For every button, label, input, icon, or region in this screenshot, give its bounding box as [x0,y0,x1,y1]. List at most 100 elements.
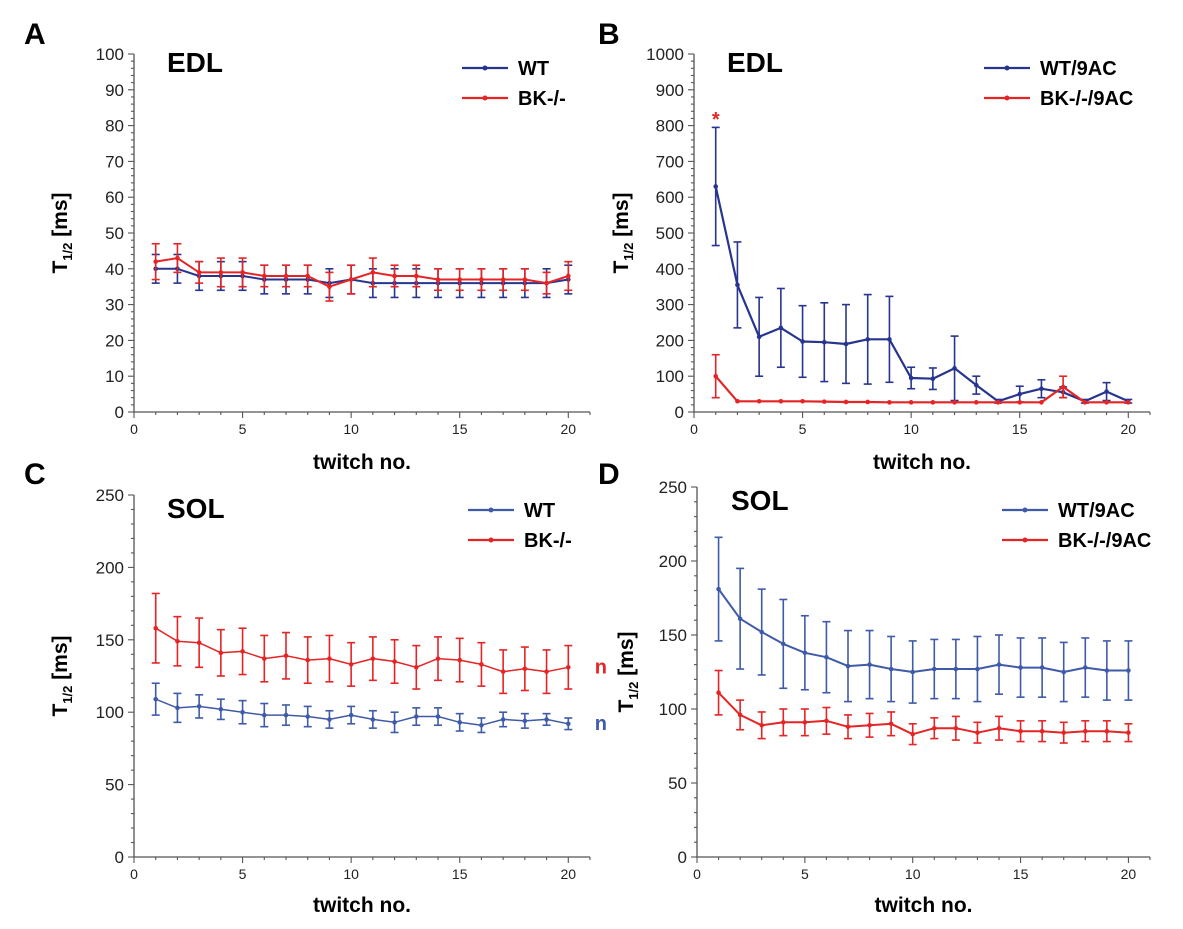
data-point [370,656,376,661]
chart-title-a: EDL [167,47,223,78]
data-point [457,277,463,282]
y-tick-label-a: 80 [105,117,124,136]
data-point [735,282,740,288]
data-point [1017,391,1023,397]
data-point [778,325,784,331]
x-tick-label-c: 15 [452,866,468,882]
data-point [756,398,762,404]
chart-panel-c: C SOL 0 50 100 150 200 250 0 5 10 15 20 twitch no. T1/… [24,458,607,917]
x-axis-title-a: twitch no. [313,451,411,474]
series-c-0 [151,682,573,734]
series-line [717,692,1129,736]
data-point [348,712,354,718]
panel-label-c: C [24,458,46,491]
y-tick-label-a: 0 [115,403,124,422]
data-point [175,255,180,261]
data-point [479,277,484,282]
y-tick-label-b: 400 [656,260,684,279]
data-point [931,666,937,672]
data-point [996,725,1002,731]
data-point [1061,730,1067,735]
data-point [1039,400,1044,405]
y-tick-label-d: 0 [678,848,687,867]
data-point [843,341,849,347]
data-point [1060,384,1066,390]
series-line [155,627,569,673]
y-axis-title-unit-c: [ms] [49,635,72,685]
chart-title-d: SOL [731,485,789,516]
y-tick-label-b: 300 [656,296,684,315]
data-point [780,641,786,647]
legend-d: WT/9AC BK-/-/9AC [1002,500,1151,552]
x-tick-label-c: 5 [239,866,247,882]
data-point [867,722,872,728]
data-point [544,717,549,722]
y-axis-title-main-d: T [615,700,638,713]
x-tick-label-b: 0 [690,421,698,437]
data-point [1039,386,1044,392]
data-point [908,375,914,381]
data-point [713,373,719,379]
data-point [435,277,441,282]
x-axis-title-d: twitch no. [875,894,973,917]
data-point [931,725,937,731]
y-tick-label-a: 30 [105,296,124,315]
data-point [196,640,202,645]
y-axis-title-sub-a: 1/2 [60,243,75,261]
data-point [327,717,332,722]
legend-marker [1004,65,1010,71]
y-tick-label-b: 100 [656,367,684,386]
data-point [218,707,224,712]
y-tick-label-b: 0 [675,403,684,422]
x-tick-label-d: 0 [693,866,701,882]
legend-label: WT/9AC [1058,500,1135,522]
legend-label: BK-/- [524,530,572,552]
data-point [1017,400,1023,405]
data-point [759,722,765,728]
series-line [155,257,569,288]
data-point [930,400,936,405]
chart-title-b: EDL [727,47,783,78]
legend-a: WT BK-/- [462,58,566,110]
data-point [778,398,784,404]
y-axis-title-main-c: T [49,704,72,717]
data-point [370,717,376,722]
y-tick-label-d: 50 [668,774,687,793]
data-point [865,399,871,405]
data-point [930,376,936,382]
x-tick-label-a: 10 [343,421,359,437]
y-axis-title-b: T1/2 [ms] [610,192,636,273]
x-tick-label-d: 20 [1121,866,1137,882]
x-tick-label-a: 0 [130,421,138,437]
data-point [392,659,397,664]
y-axis-title-d: T1/2 [ms] [615,631,641,712]
y-axis-title-main-a: T [49,261,72,274]
y-axis-title-unit-b: [ms] [610,192,633,242]
data-point [1018,728,1023,734]
legend-marker [488,537,494,543]
chart-panel-b: B EDL 0 100 200 300 400 500 600 700 800 900 1000 0 5 10… [598,18,1151,474]
data-point [910,731,916,737]
data-point [348,277,354,282]
data-point [348,662,354,667]
y-axis-title-unit-a: [ms] [49,192,72,242]
series-line [714,186,1129,403]
data-point [1104,389,1109,394]
x-tick-label-a: 15 [452,421,468,437]
y-axis-title-sub-b: 1/2 [621,243,636,261]
series-a-1 [151,242,573,302]
data-point [500,717,506,722]
data-point [435,656,441,661]
data-point [995,400,1001,405]
legend-label: BK-/- [518,88,566,110]
data-point [565,273,571,279]
data-point [867,662,872,667]
data-point [735,398,740,404]
y-tick-label-d: 250 [659,478,687,497]
data-point [800,398,805,404]
x-tick-label-a: 20 [560,421,576,437]
data-point [218,270,224,275]
data-point [457,720,463,725]
y-tick-label-a: 20 [105,331,124,350]
